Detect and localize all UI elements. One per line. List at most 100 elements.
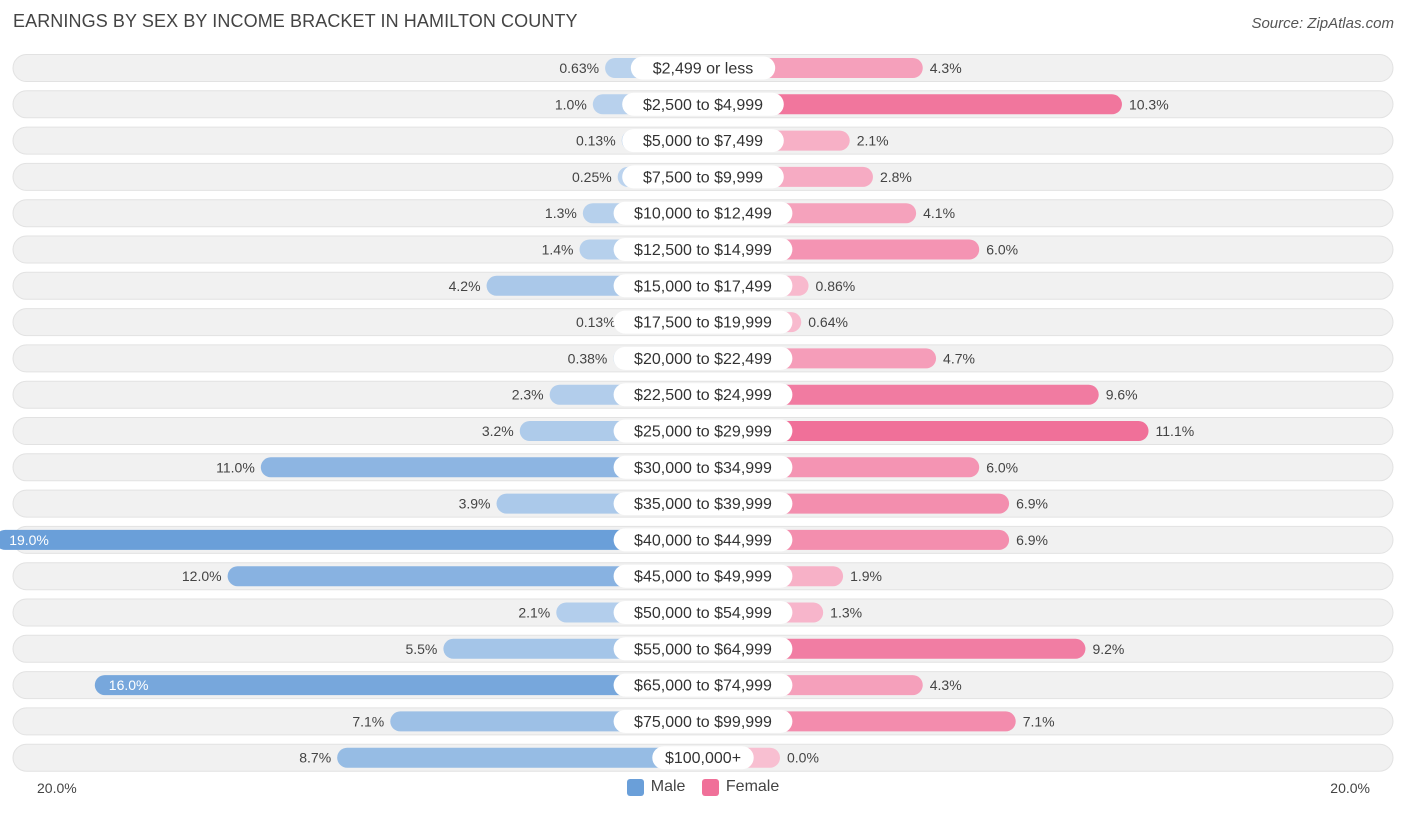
category-label: $65,000 to $74,999	[634, 678, 772, 695]
category-label: $45,000 to $49,999	[634, 569, 772, 586]
category-pill	[613, 383, 793, 407]
value-label-female: 0.86%	[816, 278, 856, 294]
value-label-female: 6.9%	[1016, 532, 1048, 548]
category-label: $12,500 to $14,999	[634, 242, 772, 259]
category-label: $40,000 to $44,999	[634, 532, 772, 549]
value-label-male: 3.2%	[482, 423, 514, 439]
category-pill	[613, 310, 793, 334]
value-label-male: 2.3%	[512, 387, 544, 403]
category-pill	[622, 129, 784, 153]
category-pill	[613, 528, 793, 552]
axis-label-right: 20.0%	[1330, 780, 1370, 796]
value-label-female: 9.2%	[1092, 641, 1124, 657]
value-label-female: 4.3%	[930, 60, 962, 76]
value-label-male: 1.3%	[545, 205, 577, 221]
value-label-male: 0.13%	[576, 133, 616, 149]
category-pill	[613, 238, 793, 261]
category-pill	[613, 419, 793, 443]
bar-male	[227, 566, 703, 587]
category-label: $22,500 to $24,999	[634, 387, 772, 404]
value-label-male: 0.38%	[568, 350, 608, 366]
axis-label-left: 20.0%	[37, 780, 77, 796]
value-label-female: 2.1%	[857, 133, 889, 149]
value-label-male: 5.5%	[405, 641, 437, 657]
category-label: $7,500 to $9,999	[643, 169, 763, 186]
category-label: $10,000 to $12,499	[634, 206, 772, 223]
value-label-female: 2.8%	[880, 169, 912, 185]
value-label-male: 7.1%	[352, 713, 384, 729]
category-label: $30,000 to $34,999	[634, 460, 772, 477]
value-label-male: 4.2%	[449, 278, 481, 294]
legend-label-female: Female	[725, 778, 780, 795]
value-label-female: 11.1%	[1156, 423, 1195, 439]
category-label: $55,000 to $64,999	[634, 641, 772, 658]
category-label: $5,000 to $7,499	[643, 133, 763, 150]
chart-title: EARNINGS BY SEX BY INCOME BRACKET IN HAM…	[13, 11, 578, 31]
category-pill	[622, 92, 784, 116]
value-label-male: 12.0%	[182, 568, 222, 584]
category-label: $2,500 to $4,999	[643, 97, 763, 114]
value-label-female: 1.3%	[830, 605, 862, 621]
value-label-female: 0.0%	[787, 750, 819, 766]
value-label-female: 0.64%	[808, 314, 848, 330]
category-label: $20,000 to $22,499	[634, 351, 772, 368]
legend-label-male: Male	[650, 778, 686, 795]
category-pill	[652, 746, 754, 770]
value-label-male: 0.13%	[576, 314, 616, 330]
category-label: $50,000 to $54,999	[634, 605, 772, 622]
value-label-female: 6.0%	[986, 242, 1018, 258]
bar-male	[337, 747, 703, 768]
value-label-female: 6.0%	[986, 459, 1018, 475]
value-label-female: 10.3%	[1129, 96, 1169, 112]
category-pill	[613, 601, 793, 624]
category-label: $15,000 to $17,499	[634, 278, 772, 295]
category-pill	[613, 274, 793, 298]
value-label-female: 4.3%	[930, 677, 962, 693]
category-label: $35,000 to $39,999	[634, 496, 772, 513]
category-pill	[613, 564, 793, 588]
bar-female	[703, 421, 1149, 441]
bar-female	[703, 384, 1099, 405]
category-label: $2,499 or less	[653, 61, 754, 78]
value-label-male: 0.25%	[572, 169, 612, 185]
category-label: $100,000+	[665, 750, 741, 767]
category-label: $17,500 to $19,999	[634, 315, 772, 332]
value-label-female: 9.6%	[1106, 387, 1138, 403]
legend-swatch-female	[701, 778, 719, 796]
legend-swatch-male	[626, 778, 644, 796]
value-label-male: 0.63%	[559, 60, 599, 76]
category-label: $75,000 to $99,999	[634, 714, 772, 731]
value-label-female: 7.1%	[1023, 713, 1055, 729]
category-label: $25,000 to $29,999	[634, 424, 772, 441]
category-pill	[613, 455, 793, 479]
chart-source: Source: ZipAtlas.com	[1251, 15, 1394, 32]
legend: Male Female	[0, 778, 1406, 801]
category-pill	[613, 637, 793, 661]
category-pill	[613, 673, 793, 697]
value-label-male: 11.0%	[216, 459, 255, 475]
value-label-male: 2.1%	[518, 605, 550, 621]
value-label-female: 1.9%	[850, 568, 882, 584]
bar-male	[0, 529, 703, 550]
value-label-female: 6.9%	[1016, 496, 1048, 512]
bar-male	[94, 675, 704, 696]
value-label-female: 4.1%	[923, 205, 955, 221]
legend-item-female: Female	[701, 778, 780, 796]
category-pill	[613, 346, 793, 370]
value-label-male: 16.0%	[109, 677, 149, 693]
category-pill	[613, 709, 793, 733]
bar-female	[703, 638, 1086, 659]
value-label-female: 4.7%	[943, 350, 975, 366]
category-pill	[613, 492, 793, 516]
category-pill	[622, 165, 784, 189]
value-label-male: 19.0%	[9, 532, 49, 548]
value-label-male: 1.0%	[555, 96, 587, 112]
value-label-male: 3.9%	[459, 496, 491, 512]
value-label-male: 8.7%	[299, 750, 331, 766]
value-label-male: 1.4%	[542, 242, 574, 258]
legend-item-male: Male	[626, 778, 686, 796]
bar-female	[703, 94, 1122, 115]
category-pill	[613, 201, 793, 225]
bar-male	[260, 457, 703, 478]
